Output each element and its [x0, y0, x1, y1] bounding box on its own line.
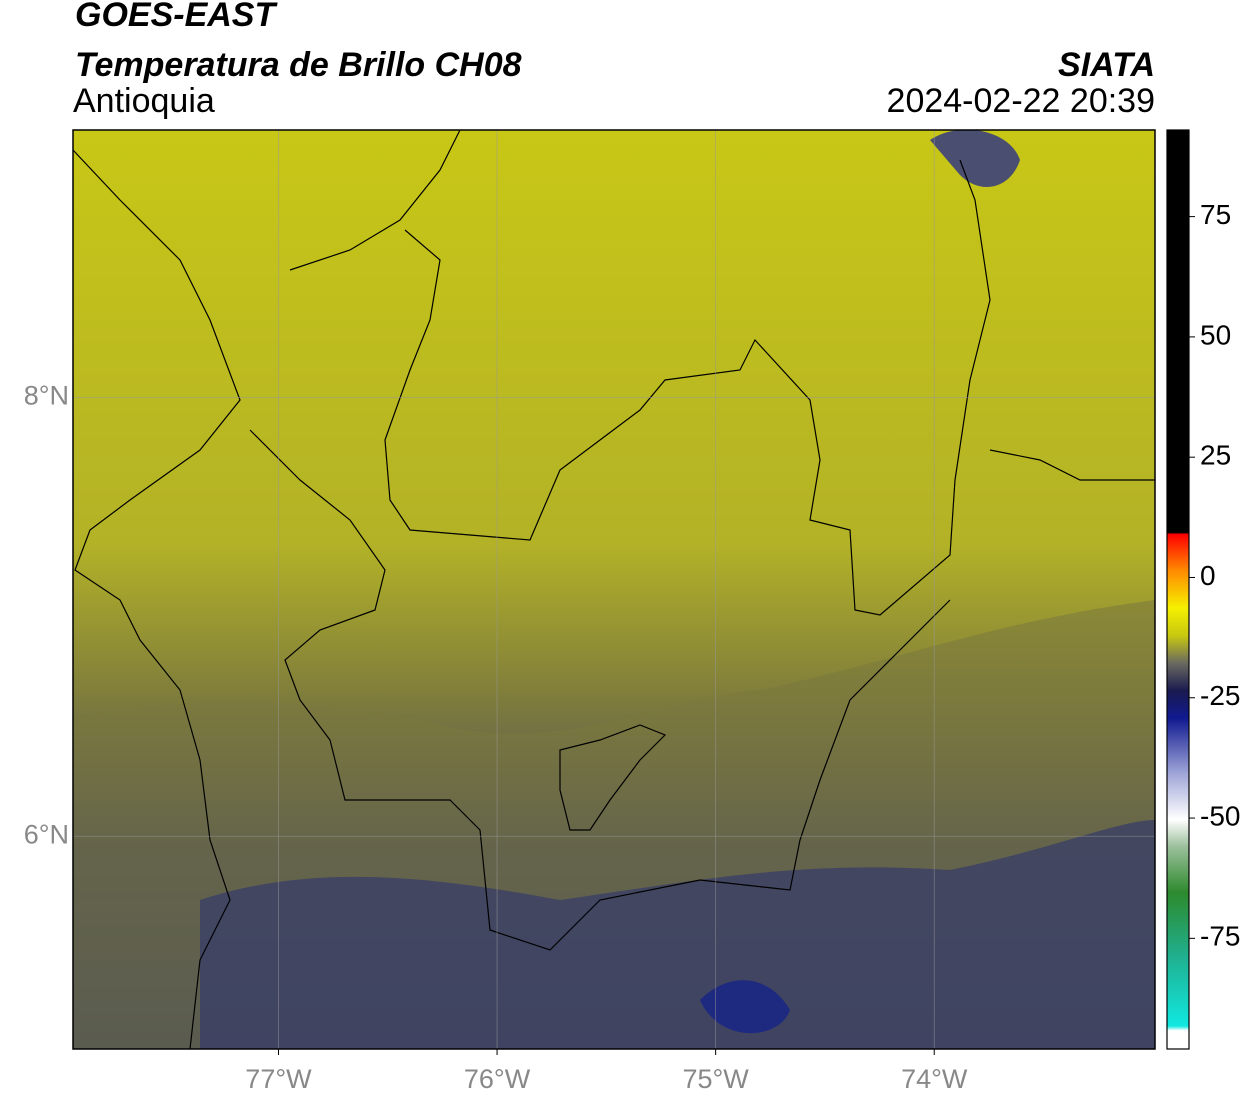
colorbar — [1166, 129, 1190, 1050]
colorbar-label: -75 — [1200, 921, 1240, 952]
x-tick-label: 74°W — [901, 1064, 968, 1094]
y-tick-label: 6°N — [24, 819, 69, 849]
x-tick-label: 76°W — [464, 1064, 531, 1094]
map-area — [73, 130, 1155, 1049]
x-tick-label: 75°W — [682, 1064, 749, 1094]
grid — [73, 130, 1155, 1049]
region: Antioquia — [73, 82, 215, 120]
border — [559, 724, 667, 831]
colorbar-label: -50 — [1200, 800, 1240, 831]
cold-core — [700, 980, 790, 1034]
border — [384, 159, 991, 616]
colorbar-label: 75 — [1200, 199, 1231, 230]
colorbar-label: 50 — [1200, 319, 1231, 350]
colorbar-label: -25 — [1200, 680, 1240, 711]
cold-core-north — [930, 130, 1020, 187]
border — [249, 429, 951, 951]
border — [989, 449, 1155, 481]
coastline — [73, 149, 241, 1049]
cold-zone — [200, 820, 1155, 1049]
title: GOES-EAST — [75, 0, 278, 34]
coastline — [289, 130, 461, 271]
map-frame — [72, 129, 1156, 1050]
colorbar-label: 0 — [1200, 560, 1216, 591]
colorbar-label: 25 — [1200, 440, 1231, 471]
y-tick-label: 8°N — [24, 381, 69, 411]
x-tick-label: 77°W — [245, 1064, 312, 1094]
source: SIATA — [1058, 46, 1155, 84]
datetime: 2024-02-22 20:39 — [887, 82, 1155, 120]
subtitle: Temperatura de Brillo CH08 — [75, 46, 522, 84]
